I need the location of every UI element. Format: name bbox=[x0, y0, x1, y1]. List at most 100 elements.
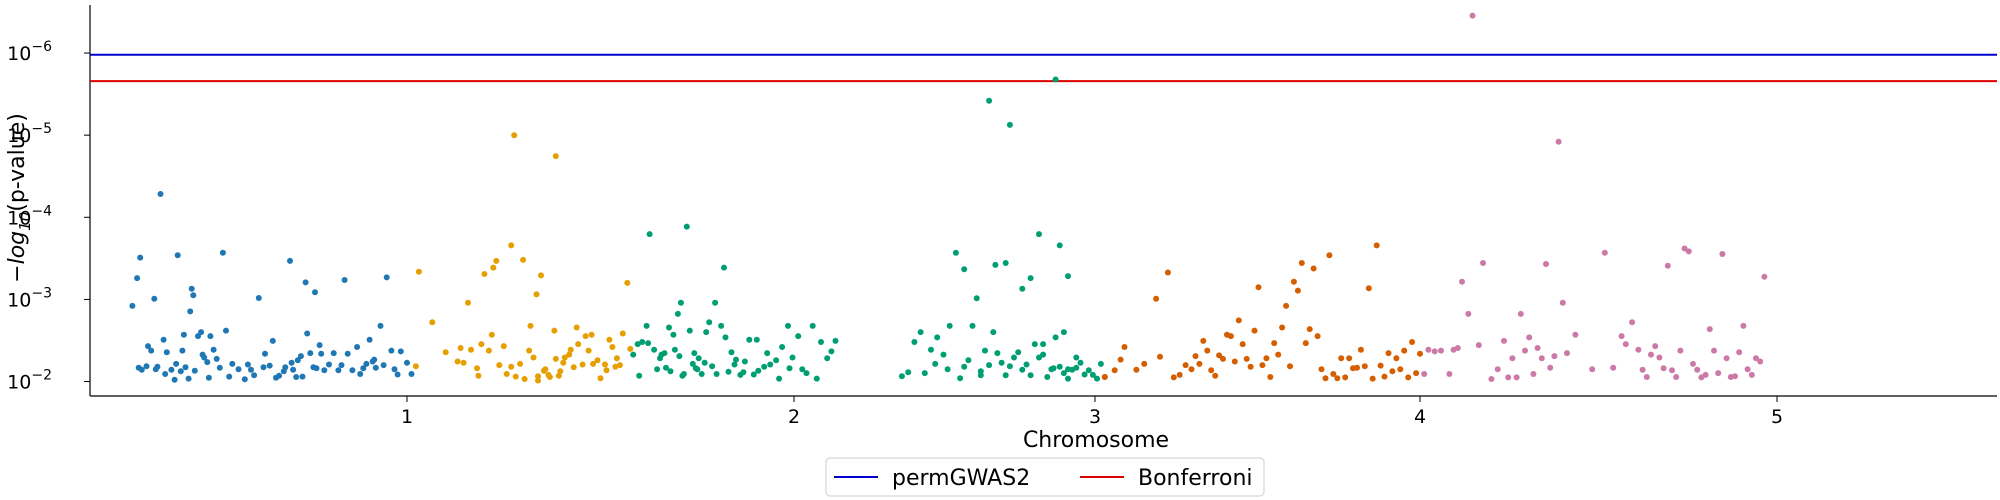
data-point bbox=[511, 132, 518, 139]
data-point bbox=[1220, 355, 1226, 362]
data-point bbox=[1753, 355, 1759, 362]
data-point bbox=[1326, 252, 1333, 259]
data-point bbox=[645, 340, 652, 347]
data-point bbox=[552, 153, 559, 160]
data-point bbox=[388, 347, 395, 354]
data-point bbox=[718, 322, 725, 329]
y-tick-label: 10−6 bbox=[7, 39, 52, 65]
data-point bbox=[377, 322, 384, 329]
data-point bbox=[134, 275, 141, 282]
data-point bbox=[366, 336, 373, 343]
data-point bbox=[533, 291, 540, 298]
data-point bbox=[354, 344, 361, 350]
data-point bbox=[661, 350, 668, 357]
data-point bbox=[969, 322, 976, 329]
data-point bbox=[404, 359, 410, 366]
data-point bbox=[1723, 355, 1730, 362]
data-point bbox=[1660, 365, 1667, 372]
data-point bbox=[341, 277, 348, 283]
data-point bbox=[1417, 350, 1423, 357]
data-point bbox=[1465, 310, 1472, 317]
data-point bbox=[216, 364, 223, 371]
data-point bbox=[527, 322, 534, 329]
data-point bbox=[1081, 371, 1088, 378]
y-tick-exponent: −5 bbox=[31, 121, 52, 137]
data-point bbox=[475, 372, 482, 379]
data-point bbox=[1397, 366, 1404, 373]
data-point bbox=[670, 331, 677, 338]
data-point bbox=[1652, 343, 1659, 350]
data-point bbox=[174, 252, 181, 259]
data-point bbox=[666, 324, 672, 331]
data-point bbox=[1011, 354, 1017, 361]
data-point bbox=[408, 371, 415, 377]
data-point bbox=[1006, 363, 1013, 370]
data-point bbox=[185, 375, 192, 382]
data-point bbox=[1509, 355, 1516, 362]
legend: permGWAS2 Bonferroni bbox=[825, 457, 1265, 497]
data-point bbox=[551, 327, 558, 334]
data-point bbox=[1690, 360, 1696, 367]
data-point bbox=[1044, 374, 1051, 380]
data-point bbox=[248, 366, 254, 373]
data-point bbox=[1732, 373, 1738, 380]
data-point bbox=[1409, 339, 1416, 345]
data-point bbox=[609, 344, 616, 350]
data-point bbox=[244, 361, 251, 368]
data-point bbox=[921, 370, 928, 377]
x-tick-label: 5 bbox=[1771, 406, 1783, 428]
data-point bbox=[307, 350, 314, 357]
data-point bbox=[460, 359, 467, 366]
data-point bbox=[535, 373, 541, 380]
data-point bbox=[1572, 331, 1579, 338]
data-point bbox=[594, 357, 601, 364]
data-point bbox=[1373, 242, 1380, 249]
data-point bbox=[190, 292, 197, 299]
data-point bbox=[1635, 346, 1642, 353]
data-point bbox=[1469, 12, 1476, 19]
data-point bbox=[282, 364, 289, 371]
data-point bbox=[394, 371, 401, 378]
data-point bbox=[911, 339, 918, 345]
data-point bbox=[1438, 347, 1444, 354]
data-point bbox=[940, 351, 947, 358]
data-point bbox=[986, 97, 993, 104]
data-point bbox=[1559, 299, 1566, 306]
data-point bbox=[262, 350, 268, 357]
data-point bbox=[481, 271, 488, 277]
data-point bbox=[1480, 260, 1486, 266]
data-point bbox=[786, 365, 793, 372]
data-point bbox=[442, 349, 449, 356]
data-point bbox=[706, 319, 713, 326]
data-point bbox=[1555, 138, 1562, 145]
data-point bbox=[691, 350, 698, 357]
data-point bbox=[1459, 278, 1465, 285]
data-point bbox=[1526, 334, 1533, 341]
data-point bbox=[990, 329, 997, 336]
data-point bbox=[1275, 351, 1282, 358]
data-point bbox=[1314, 333, 1321, 340]
data-point bbox=[789, 354, 796, 361]
data-point bbox=[1393, 355, 1400, 362]
data-point bbox=[957, 375, 964, 382]
data-point bbox=[1243, 355, 1250, 362]
data-point bbox=[1259, 362, 1266, 369]
data-point bbox=[1673, 374, 1680, 380]
data-point bbox=[357, 371, 364, 377]
data-point bbox=[297, 353, 304, 360]
data-point bbox=[725, 368, 732, 375]
data-point bbox=[986, 362, 993, 369]
data-point bbox=[606, 336, 613, 343]
data-point bbox=[1212, 372, 1219, 379]
data-point bbox=[561, 354, 568, 361]
data-point bbox=[667, 368, 674, 375]
data-point bbox=[1538, 355, 1545, 362]
data-point bbox=[1216, 352, 1223, 359]
data-point bbox=[832, 337, 839, 344]
data-point bbox=[397, 348, 404, 355]
data-point bbox=[205, 374, 212, 381]
data-point bbox=[1310, 265, 1317, 272]
data-point bbox=[733, 356, 739, 363]
data-point bbox=[493, 257, 500, 264]
